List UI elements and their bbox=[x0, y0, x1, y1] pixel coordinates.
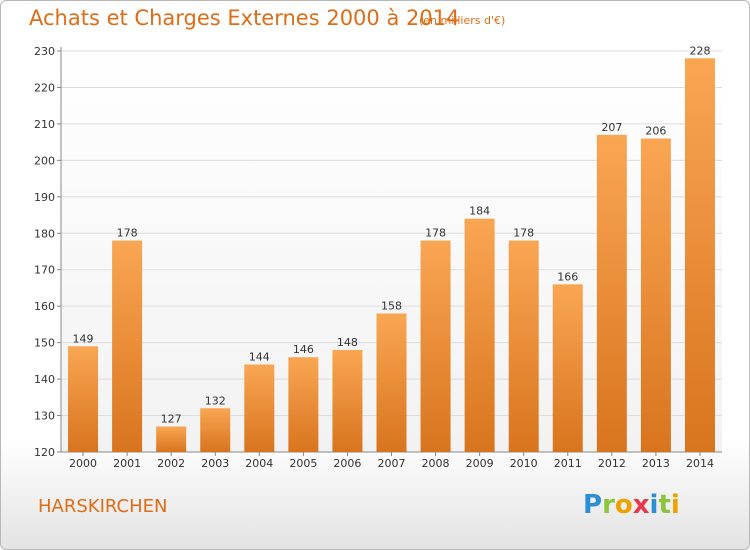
data-label: 127 bbox=[161, 412, 182, 425]
y-tick-label: 170 bbox=[34, 264, 55, 277]
proxiti-logo: Proxiti bbox=[583, 490, 680, 520]
chart-title: Achats et Charges Externes 2000 à 2014 bbox=[29, 6, 460, 30]
logo-letter: o bbox=[614, 490, 633, 520]
x-tick-label: 2003 bbox=[201, 457, 229, 470]
place-name: HARSKIRCHEN bbox=[38, 496, 168, 517]
data-label: 207 bbox=[601, 121, 622, 134]
data-label: 178 bbox=[117, 227, 138, 240]
chart-subtitle: (en milliers d'€) bbox=[419, 14, 506, 27]
data-label: 206 bbox=[645, 124, 666, 137]
x-tick-label: 2002 bbox=[157, 457, 185, 470]
x-tick-label: 2008 bbox=[422, 457, 450, 470]
y-tick-label: 210 bbox=[34, 118, 55, 131]
y-tick-label: 150 bbox=[34, 337, 55, 350]
logo-letter: t bbox=[658, 490, 671, 520]
x-tick-label: 2012 bbox=[598, 457, 626, 470]
x-tick-label: 2009 bbox=[466, 457, 494, 470]
x-tick-label: 2004 bbox=[245, 457, 273, 470]
data-label: 132 bbox=[205, 394, 226, 407]
data-label: 178 bbox=[425, 227, 446, 240]
data-label: 228 bbox=[689, 44, 710, 57]
data-label: 178 bbox=[513, 227, 534, 240]
bar bbox=[640, 138, 671, 452]
x-tick-label: 2011 bbox=[554, 457, 582, 470]
data-label: 146 bbox=[293, 343, 314, 356]
x-tick-label: 2006 bbox=[333, 457, 361, 470]
bar bbox=[376, 313, 407, 452]
x-tick-label: 2014 bbox=[686, 457, 714, 470]
x-tick-label: 2000 bbox=[69, 457, 97, 470]
y-tick-label: 130 bbox=[34, 410, 55, 423]
logo-letter: r bbox=[602, 490, 615, 520]
bar bbox=[420, 240, 451, 452]
logo-letter: i bbox=[649, 490, 659, 520]
bar bbox=[200, 408, 231, 452]
logo-letter: x bbox=[632, 490, 650, 520]
bar bbox=[244, 364, 275, 452]
bar bbox=[112, 240, 143, 452]
bar bbox=[288, 357, 319, 452]
bar bbox=[552, 284, 583, 452]
x-tick-label: 2007 bbox=[378, 457, 406, 470]
x-tick-label: 2013 bbox=[642, 457, 670, 470]
x-tick-label: 2001 bbox=[113, 457, 141, 470]
y-tick-label: 230 bbox=[34, 45, 55, 58]
x-tick-label: 2005 bbox=[289, 457, 317, 470]
data-label: 184 bbox=[469, 205, 490, 218]
data-label: 148 bbox=[337, 336, 358, 349]
y-tick-label: 160 bbox=[34, 300, 55, 313]
y-tick-label: 140 bbox=[34, 373, 55, 386]
data-label: 158 bbox=[381, 299, 402, 312]
data-label: 166 bbox=[557, 270, 578, 283]
bar bbox=[464, 218, 495, 452]
y-tick-label: 200 bbox=[34, 154, 55, 167]
logo-letter: P bbox=[583, 490, 603, 520]
y-tick-label: 220 bbox=[34, 81, 55, 94]
bar bbox=[684, 58, 715, 453]
bar bbox=[68, 346, 99, 452]
y-tick-label: 120 bbox=[34, 446, 55, 459]
y-tick-label: 180 bbox=[34, 227, 55, 240]
data-label: 144 bbox=[249, 351, 270, 364]
bar bbox=[508, 240, 539, 452]
y-tick-label: 190 bbox=[34, 191, 55, 204]
bar bbox=[156, 426, 187, 452]
x-tick-label: 2010 bbox=[510, 457, 538, 470]
bar bbox=[332, 349, 363, 452]
bar bbox=[596, 134, 627, 452]
data-label: 149 bbox=[73, 332, 94, 345]
logo-letter: i bbox=[670, 490, 680, 520]
